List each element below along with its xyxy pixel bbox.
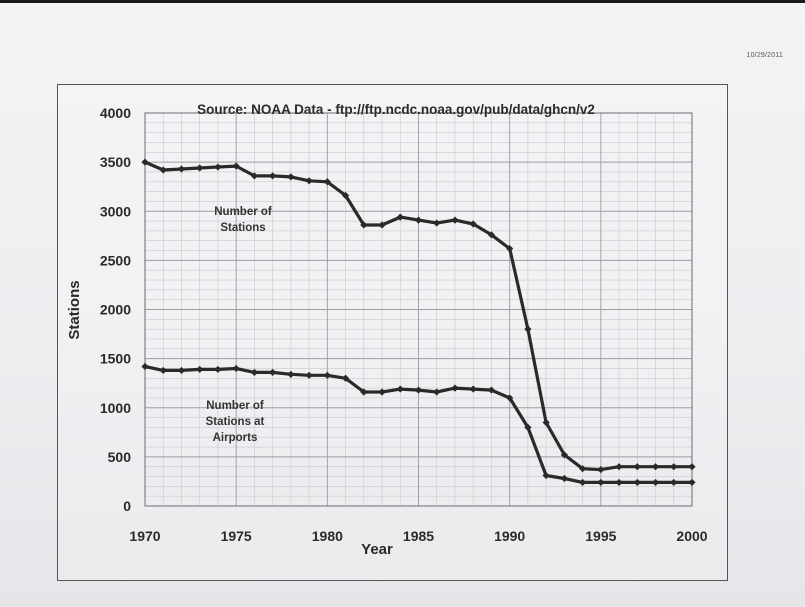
data-point xyxy=(414,386,423,394)
data-point xyxy=(159,366,167,375)
series-annotation-line: Stations xyxy=(220,222,265,234)
data-point xyxy=(396,213,404,221)
data-point xyxy=(451,216,459,224)
x-tick-label: 2000 xyxy=(676,528,707,544)
plot-area-border xyxy=(144,112,693,507)
data-point xyxy=(396,385,404,393)
data-point xyxy=(469,385,477,393)
x-tick-label: 1970 xyxy=(129,528,160,544)
top-rule xyxy=(0,0,805,3)
data-point xyxy=(651,463,660,471)
data-point xyxy=(232,364,240,373)
data-point xyxy=(579,478,587,487)
data-point xyxy=(341,374,350,382)
x-tick-label: 1990 xyxy=(494,528,525,544)
chart-frame xyxy=(57,84,728,581)
data-point xyxy=(524,325,532,333)
y-tick-label: 1500 xyxy=(100,351,131,367)
data-point xyxy=(487,386,496,394)
y-tick-label: 1000 xyxy=(100,400,131,416)
data-point xyxy=(250,172,258,180)
y-tick-label: 0 xyxy=(123,498,131,514)
data-point xyxy=(177,366,186,375)
data-point xyxy=(688,478,696,487)
data-point xyxy=(414,216,423,224)
series-annotation-line: Number of xyxy=(214,206,272,218)
y-tick-label: 3500 xyxy=(100,154,131,170)
data-point xyxy=(487,231,496,239)
data-point xyxy=(469,220,477,228)
y-tick-label: 4000 xyxy=(100,105,131,121)
x-tick-label: 1980 xyxy=(312,528,343,544)
data-point xyxy=(633,478,641,487)
data-point xyxy=(196,365,204,374)
data-point xyxy=(196,164,204,172)
data-point xyxy=(597,466,605,474)
data-point xyxy=(597,478,605,487)
data-point xyxy=(542,471,550,480)
data-point xyxy=(615,463,623,471)
data-point xyxy=(214,163,222,171)
x-tick-label: 1975 xyxy=(221,528,252,544)
x-tick-label: 1995 xyxy=(585,528,616,544)
data-point xyxy=(177,165,186,173)
date-stamp: 10/29/2011 xyxy=(746,52,783,59)
data-point xyxy=(579,465,587,473)
data-point xyxy=(615,478,623,487)
y-tick-label: 3000 xyxy=(100,203,131,219)
series-annotations: Number of Stations Number of Stations at Air… xyxy=(206,206,272,444)
y-tick-label: 2000 xyxy=(100,302,131,318)
data-point xyxy=(542,418,550,427)
series-annotation-line: Airports xyxy=(213,432,258,444)
data-point xyxy=(323,178,331,186)
data-point xyxy=(378,388,386,396)
data-point xyxy=(670,478,678,487)
data-point xyxy=(433,219,441,227)
x-axis-label: Year xyxy=(361,541,393,558)
data-point xyxy=(433,388,441,396)
data-point xyxy=(214,365,222,374)
tick-labels: 0 500 1000 1500 2000 2500 3000 3500 4000 1970 1975… xyxy=(100,105,708,544)
data-point xyxy=(633,463,641,471)
data-point xyxy=(688,463,696,471)
y-tick-label: 2500 xyxy=(100,252,131,268)
data-point xyxy=(451,384,459,392)
data-point xyxy=(560,451,568,459)
data-point xyxy=(232,162,240,170)
data-point xyxy=(141,362,149,371)
chart-title: Source: NOAA Data - ftp://ftp.ncdc.noaa.… xyxy=(197,102,595,117)
series-layer xyxy=(141,158,696,487)
data-point xyxy=(506,244,514,253)
data-point xyxy=(323,371,331,379)
data-point xyxy=(141,158,149,166)
axes xyxy=(144,112,693,507)
data-point xyxy=(360,221,368,229)
data-point xyxy=(651,478,660,487)
data-point xyxy=(159,166,167,174)
series-annotation-line: Stations at xyxy=(206,416,265,428)
data-point xyxy=(524,423,532,431)
data-point xyxy=(560,474,568,483)
series-1 xyxy=(141,158,696,474)
data-point xyxy=(269,172,277,180)
series-annotation-line: Number of xyxy=(206,400,264,412)
data-point xyxy=(670,463,678,471)
y-axis-label: Stations xyxy=(66,280,83,339)
data-point xyxy=(287,370,295,378)
x-tick-label: 1985 xyxy=(403,528,434,544)
data-point xyxy=(305,371,313,379)
data-point xyxy=(506,394,514,402)
data-point xyxy=(341,191,350,200)
data-point xyxy=(360,388,368,396)
data-point xyxy=(378,221,386,229)
data-point xyxy=(269,368,277,376)
series-2 xyxy=(141,362,696,487)
data-point xyxy=(287,173,295,181)
data-point xyxy=(305,177,313,185)
y-tick-label: 500 xyxy=(108,449,132,465)
data-point xyxy=(250,368,258,376)
